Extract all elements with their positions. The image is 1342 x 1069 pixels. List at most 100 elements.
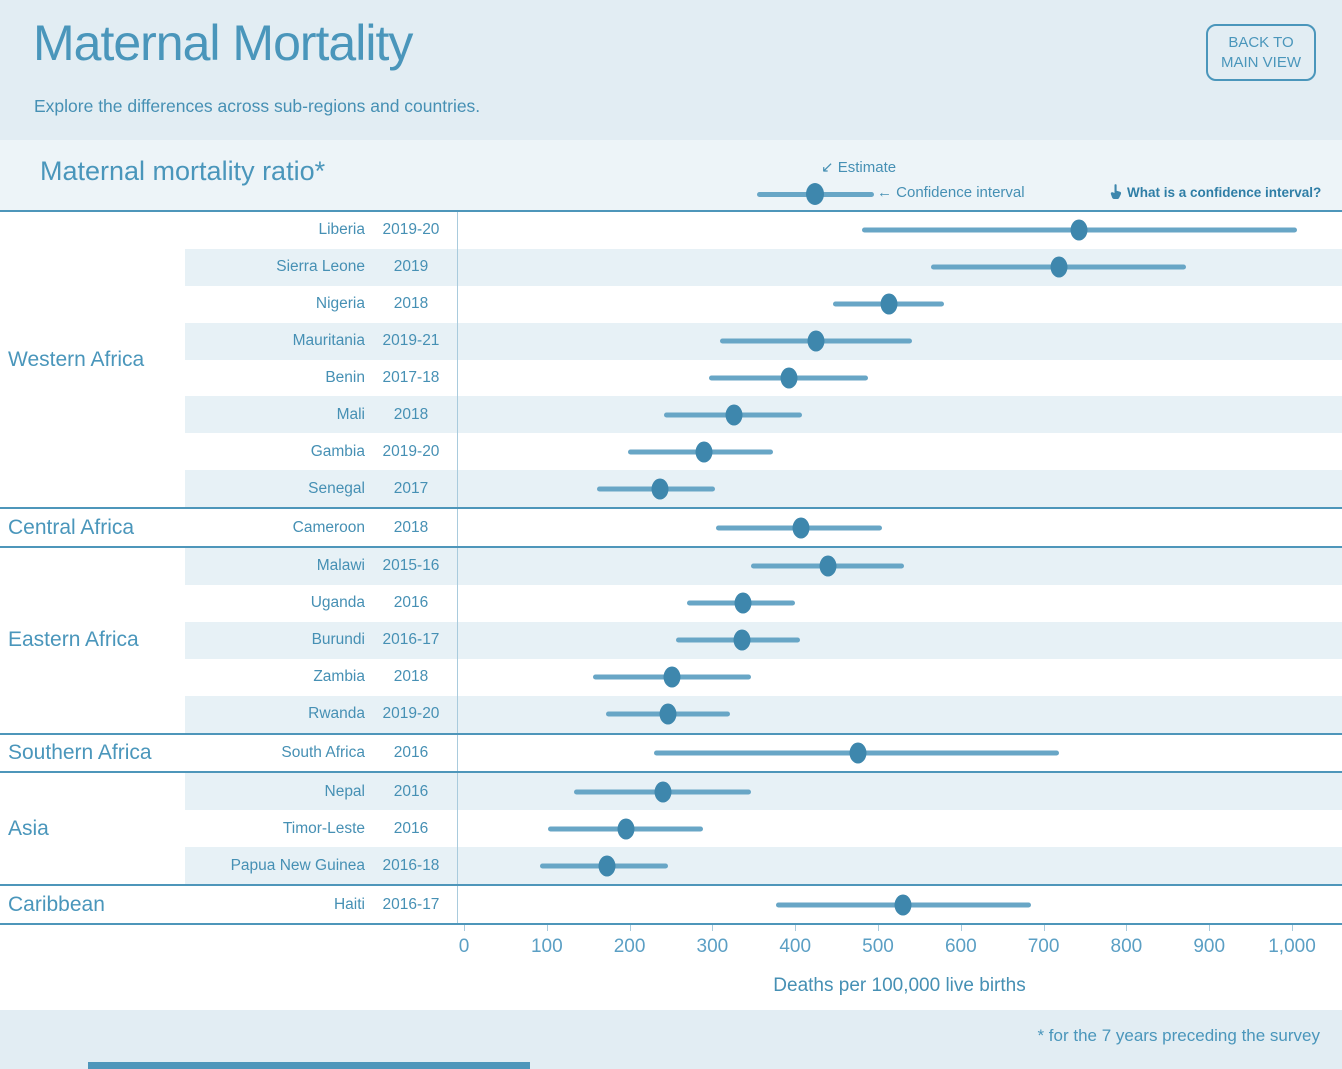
x-axis-tick-mark xyxy=(712,925,714,931)
estimate-dot[interactable] xyxy=(819,555,837,577)
table-row: Zambia 2018 xyxy=(185,658,1342,696)
survey-year-label: 2019-20 xyxy=(382,221,440,239)
x-axis-tick-label: 600 xyxy=(944,936,977,957)
legend-estimate-label: ↙ Estimate xyxy=(821,159,897,176)
region-label: Central Africa xyxy=(0,509,185,547)
plot-cell xyxy=(457,212,1342,249)
survey-year-label: 2016 xyxy=(393,594,429,612)
plot-cell xyxy=(457,359,1342,397)
estimate-dot[interactable] xyxy=(733,629,751,651)
survey-year-label: 2016-17 xyxy=(382,631,440,649)
country-label: Rwanda xyxy=(308,705,365,723)
estimate-dot[interactable] xyxy=(598,855,616,877)
confidence-interval-help-link[interactable]: What is a confidence interval? xyxy=(1110,184,1321,200)
footnote: * for the 7 years preceding the survey xyxy=(1037,1026,1320,1045)
country-label: Zambia xyxy=(313,668,365,686)
plot-cell xyxy=(457,847,1342,885)
x-axis-ticks: 0 100 200 300 400 500 600 700 800 900 1,000 xyxy=(457,925,1342,1010)
table-row: Senegal 2017 xyxy=(185,470,1342,508)
estimate-dot[interactable] xyxy=(780,367,798,389)
plot-cell xyxy=(457,396,1342,434)
page-subtitle: Explore the differences across sub-regio… xyxy=(34,96,481,116)
legend-confidence-interval-label: ← Confidence interval xyxy=(877,184,1025,201)
country-label: Haiti xyxy=(333,895,365,913)
table-row: Benin 2017-18 xyxy=(185,359,1342,397)
region-label: Western Africa xyxy=(0,212,185,508)
estimate-dot[interactable] xyxy=(663,666,681,688)
x-axis-tick-mark xyxy=(1126,925,1128,931)
x-axis-tick-mark xyxy=(464,925,465,931)
region-label: Eastern Africa xyxy=(0,548,185,733)
survey-year-label: 2019-20 xyxy=(382,442,440,460)
header: Maternal Mortality Explore the differenc… xyxy=(0,0,1342,140)
plot-cell xyxy=(457,810,1342,848)
plot-cell xyxy=(457,548,1342,585)
plot-cell xyxy=(457,509,1342,547)
country-label: Mali xyxy=(336,405,365,423)
estimate-dot[interactable] xyxy=(734,592,752,614)
estimate-dot[interactable] xyxy=(695,441,713,463)
estimate-dot[interactable] xyxy=(617,818,635,840)
estimate-dot[interactable] xyxy=(654,781,672,803)
table-row: Nepal 2016 xyxy=(185,773,1342,811)
survey-year-label: 2019-20 xyxy=(382,705,440,723)
survey-year-label: 2016-18 xyxy=(382,856,440,874)
survey-year-label: 2016 xyxy=(393,819,429,837)
table-row: Uganda 2016 xyxy=(185,584,1342,622)
plot-cell xyxy=(457,285,1342,323)
footer: * for the 7 years preceding the survey xyxy=(0,1010,1342,1069)
estimate-dot[interactable] xyxy=(849,742,867,764)
estimate-dot[interactable] xyxy=(1070,219,1088,241)
table-row: Cameroon 2018 xyxy=(185,509,1342,547)
estimate-dot[interactable] xyxy=(659,703,677,725)
country-label: Mauritania xyxy=(292,332,365,350)
survey-year-label: 2017 xyxy=(393,479,429,497)
x-axis-tick-label: 800 xyxy=(1110,936,1143,957)
back-to-main-view-button[interactable]: BACK TO MAIN VIEW xyxy=(1205,24,1316,81)
region-group: Asia Nepal 2016 Timor-Leste 2016 Papua New Gu… xyxy=(0,771,1342,885)
x-axis-tick-label: 300 xyxy=(696,936,729,957)
table-row: Mali 2018 xyxy=(185,396,1342,434)
survey-year-label: 2019 xyxy=(393,258,429,276)
estimate-dot[interactable] xyxy=(1050,256,1068,278)
table-row: Gambia 2019-20 xyxy=(185,433,1342,471)
x-axis-tick-mark xyxy=(878,925,879,931)
estimate-dot[interactable] xyxy=(880,293,898,315)
x-axis-tick-mark xyxy=(795,925,797,931)
country-label: Senegal xyxy=(308,479,365,497)
x-axis-tick-mark xyxy=(1292,925,1293,931)
estimate-dot[interactable] xyxy=(792,517,810,539)
region-group: Southern Africa South Africa 2016 xyxy=(0,732,1342,772)
country-label: Papua New Guinea xyxy=(230,856,365,874)
estimate-dot[interactable] xyxy=(725,404,743,426)
plot-cell xyxy=(457,584,1342,622)
plot-cell xyxy=(457,658,1342,696)
country-label: South Africa xyxy=(281,743,365,761)
region-label: Southern Africa xyxy=(0,734,185,772)
estimate-dot[interactable] xyxy=(894,894,912,916)
survey-year-label: 2019-21 xyxy=(382,332,440,350)
table-row: Sierra Leone 2019 xyxy=(185,248,1342,286)
table-row: South Africa 2016 xyxy=(185,734,1342,772)
table-row: Nigeria 2018 xyxy=(185,285,1342,323)
pointing-hand-icon xyxy=(1110,184,1122,200)
x-axis: 0 100 200 300 400 500 600 700 800 900 1,000 Deaths… xyxy=(0,925,1342,1010)
survey-year-label: 2015-16 xyxy=(382,557,440,575)
survey-year-label: 2016 xyxy=(393,782,429,800)
table-row: Liberia 2019-20 xyxy=(185,212,1342,249)
plot-cell xyxy=(457,322,1342,360)
country-label: Malawi xyxy=(316,557,365,575)
survey-year-label: 2016-17 xyxy=(382,895,440,913)
plot-cell xyxy=(457,433,1342,471)
x-axis-title: Deaths per 100,000 live births xyxy=(773,975,1026,996)
confidence-interval-help-text: What is a confidence interval? xyxy=(1127,184,1322,200)
table-row: Burundi 2016-17 xyxy=(185,621,1342,659)
x-axis-tick-label: 1,000 xyxy=(1268,936,1316,957)
page-title: Maternal Mortality xyxy=(33,15,413,71)
table-row: Mauritania 2019-21 xyxy=(185,322,1342,360)
estimate-dot[interactable] xyxy=(651,478,669,500)
table-row: Timor-Leste 2016 xyxy=(185,810,1342,848)
estimate-dot[interactable] xyxy=(807,330,825,352)
country-label: Liberia xyxy=(318,221,365,239)
